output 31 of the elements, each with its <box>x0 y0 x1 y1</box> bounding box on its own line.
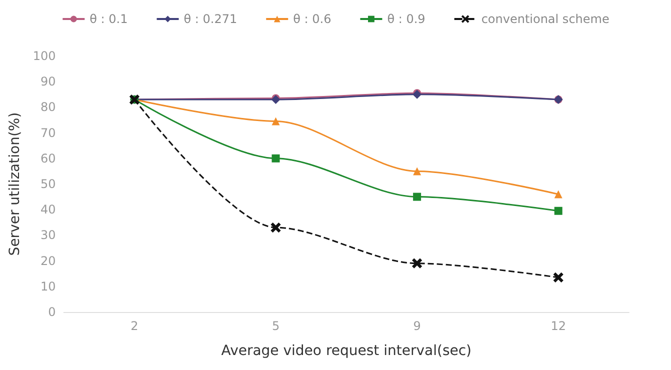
y-tick-label: 80 <box>40 100 56 114</box>
point <box>272 117 280 126</box>
x-tick-label: 12 <box>550 319 566 333</box>
point <box>552 272 564 283</box>
y-tick-label: 30 <box>40 228 56 242</box>
x-tick-label: 9 <box>413 319 421 333</box>
legend-label: θ : 0.271 <box>184 12 238 26</box>
y-tick-label: 90 <box>40 74 56 89</box>
x-tick-label: 5 <box>272 319 280 333</box>
y-tick-label: 0 <box>48 305 56 319</box>
y-tick-label: 20 <box>40 254 56 268</box>
point <box>412 258 423 269</box>
legend-label: θ : 0.9 <box>387 12 426 26</box>
y-tick-label: 40 <box>40 202 56 217</box>
x-axis-title: Average video request interval(sec) <box>221 343 472 359</box>
point <box>413 192 422 201</box>
y-tick-label: 50 <box>40 177 56 191</box>
point <box>272 154 280 162</box>
legend-label: conventional scheme <box>481 12 610 26</box>
y-tick-label: 10 <box>40 279 56 294</box>
legend-label: θ : 0.6 <box>293 12 332 26</box>
y-tick-label: 70 <box>40 126 56 140</box>
point <box>270 222 282 234</box>
point <box>554 206 562 215</box>
point <box>554 190 562 198</box>
legend-label: θ : 0.1 <box>90 12 128 26</box>
y-tick-label: 60 <box>40 151 56 166</box>
x-tick-label: 2 <box>130 319 138 333</box>
y-tick-label: 100 <box>32 49 56 63</box>
point <box>413 167 422 176</box>
y-axis-title: Server utilization(%) <box>7 112 23 256</box>
